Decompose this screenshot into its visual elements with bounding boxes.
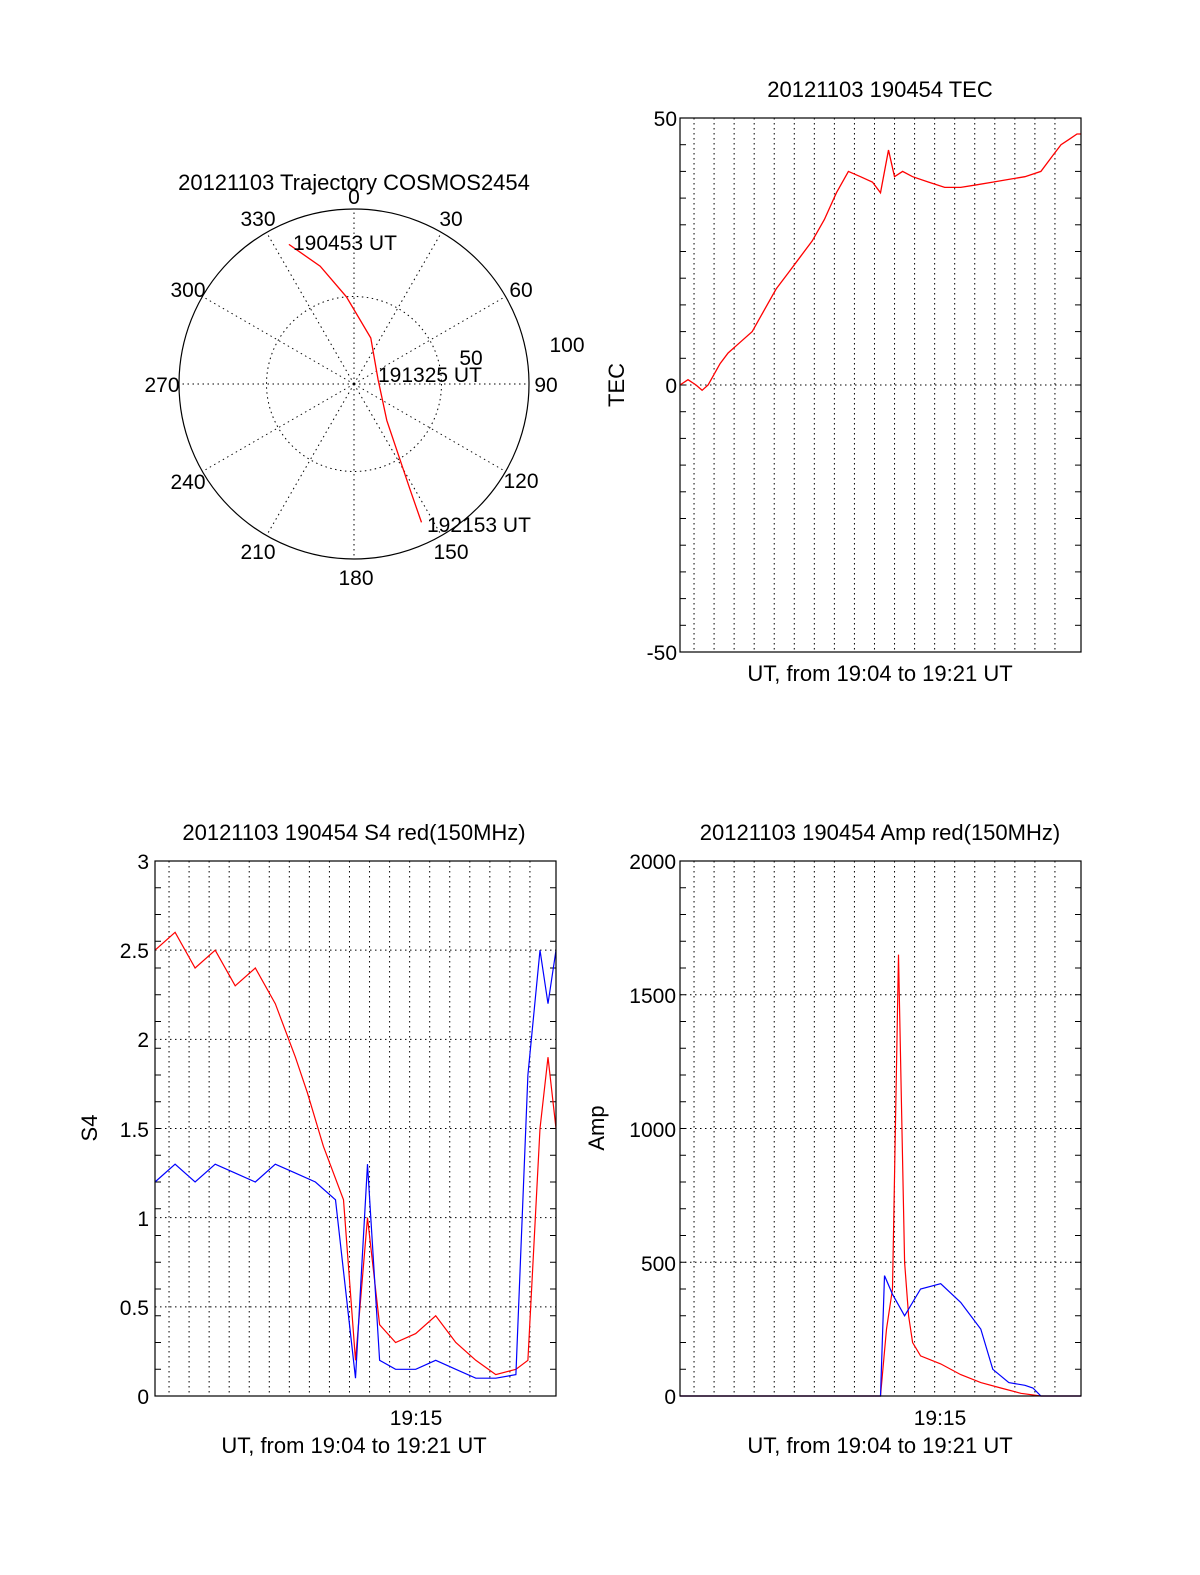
y-tick-label: 500 — [641, 1253, 676, 1276]
y-tick-label: 1.5 — [120, 1119, 149, 1142]
angle-label: 300 — [170, 279, 205, 302]
x-axis-label: UT, from 19:04 to 19:21 UT — [221, 1433, 486, 1458]
end-time-annotation: 192153 UT — [427, 514, 531, 537]
grid — [680, 118, 1081, 652]
mid-time-annotation: 191325 UT — [378, 364, 482, 387]
angular-gridline — [202, 296, 355, 385]
chart-title: 20121103 190454 TEC — [767, 77, 993, 102]
y-tick-label: -50 — [647, 642, 677, 665]
angle-label: 240 — [170, 471, 205, 494]
s4-blue-series-line — [154, 950, 557, 1379]
radial-gridline — [266, 296, 442, 472]
s4-red-series-line — [154, 931, 557, 1376]
angle-label: 210 — [240, 541, 275, 564]
y-tick-label: 1500 — [629, 985, 676, 1008]
angle-label: 150 — [433, 541, 468, 564]
polar-outer-ring — [178, 208, 530, 560]
plot-frame — [679, 117, 1082, 653]
angle-label: 60 — [509, 279, 532, 302]
angular-gridline — [353, 296, 506, 385]
angular-gridline — [266, 383, 355, 536]
y-tick-label: 0.5 — [120, 1297, 149, 1320]
plot-frame — [154, 860, 557, 1397]
angle-labels: 0 30 60 90 120 150 180 210 240 270 300 3… — [144, 186, 557, 590]
angle-label: 270 — [144, 374, 179, 397]
y-tick-labels: 3 2.5 2 1.5 1 0.5 0 — [120, 851, 149, 1409]
x-axis-label: UT, from 19:04 to 19:21 UT — [747, 1433, 1012, 1458]
y-tick-label: 3 — [137, 851, 149, 874]
angular-gridline — [202, 383, 355, 472]
amp-red-series-line — [680, 954, 1081, 1397]
polar-trajectory-chart: 20121103 Trajectory COSMOS2454 0 30 60 9… — [144, 170, 584, 590]
x-axis-label: UT, from 19:04 to 19:21 UT — [747, 661, 1012, 686]
angle-label: 0 — [348, 186, 360, 209]
y-tick-labels: 50 0 -50 — [647, 108, 677, 665]
tec-chart: 20121103 190454 TEC 50 0 -50 TEC UT, fro… — [604, 77, 1082, 686]
angle-label: 180 — [338, 567, 373, 590]
y-tick-label: 0 — [137, 1386, 149, 1409]
chart-title: 20121103 Trajectory COSMOS2454 — [178, 170, 530, 195]
y-tick-label: 1 — [137, 1208, 149, 1231]
x-tick-label: 19:15 — [914, 1407, 967, 1430]
y-axis-label: TEC — [604, 363, 629, 407]
tec-series-line — [679, 133, 1081, 392]
polar-grid — [179, 209, 529, 559]
y-tick-label: 2 — [137, 1029, 149, 1052]
radial-label: 100 — [549, 334, 584, 357]
angle-label: 90 — [534, 374, 557, 397]
amp-chart: 20121103 190454 Amp red(150MHz) 2000 150… — [584, 820, 1082, 1458]
angle-label: 330 — [240, 208, 275, 231]
y-tick-label: 2.5 — [120, 940, 149, 963]
y-axis-label: S4 — [77, 1115, 102, 1142]
y-tick-labels: 2000 1500 1000 500 0 — [629, 851, 676, 1409]
trajectory-line — [288, 243, 423, 523]
angular-gridline — [353, 232, 442, 385]
y-tick-label: 0 — [664, 1386, 676, 1409]
y-axis-label: Amp — [584, 1105, 609, 1150]
radial-label: 50 — [459, 347, 482, 370]
x-tick-label: 19:15 — [390, 1407, 443, 1430]
plot-frame — [679, 860, 1082, 1397]
start-time-annotation: 190453 UT — [293, 232, 397, 255]
grid — [680, 861, 1081, 1396]
y-tick-label: 0 — [665, 375, 677, 398]
chart-title: 20121103 190454 S4 red(150MHz) — [182, 820, 525, 845]
chart-title: 20121103 190454 Amp red(150MHz) — [700, 820, 1060, 845]
s4-chart: 20121103 190454 S4 red(150MHz) 3 2.5 2 1… — [77, 820, 557, 1458]
amp-blue-series-line — [680, 1275, 1081, 1397]
y-tick-label: 50 — [654, 108, 677, 131]
angular-gridline — [353, 383, 442, 536]
angular-gridline — [353, 383, 506, 472]
y-tick-label: 2000 — [629, 851, 676, 874]
y-tick-label: 1000 — [629, 1119, 676, 1142]
angular-gridline — [266, 232, 355, 385]
angle-label: 120 — [503, 470, 538, 493]
grid — [155, 861, 556, 1396]
angle-label: 30 — [439, 208, 462, 231]
